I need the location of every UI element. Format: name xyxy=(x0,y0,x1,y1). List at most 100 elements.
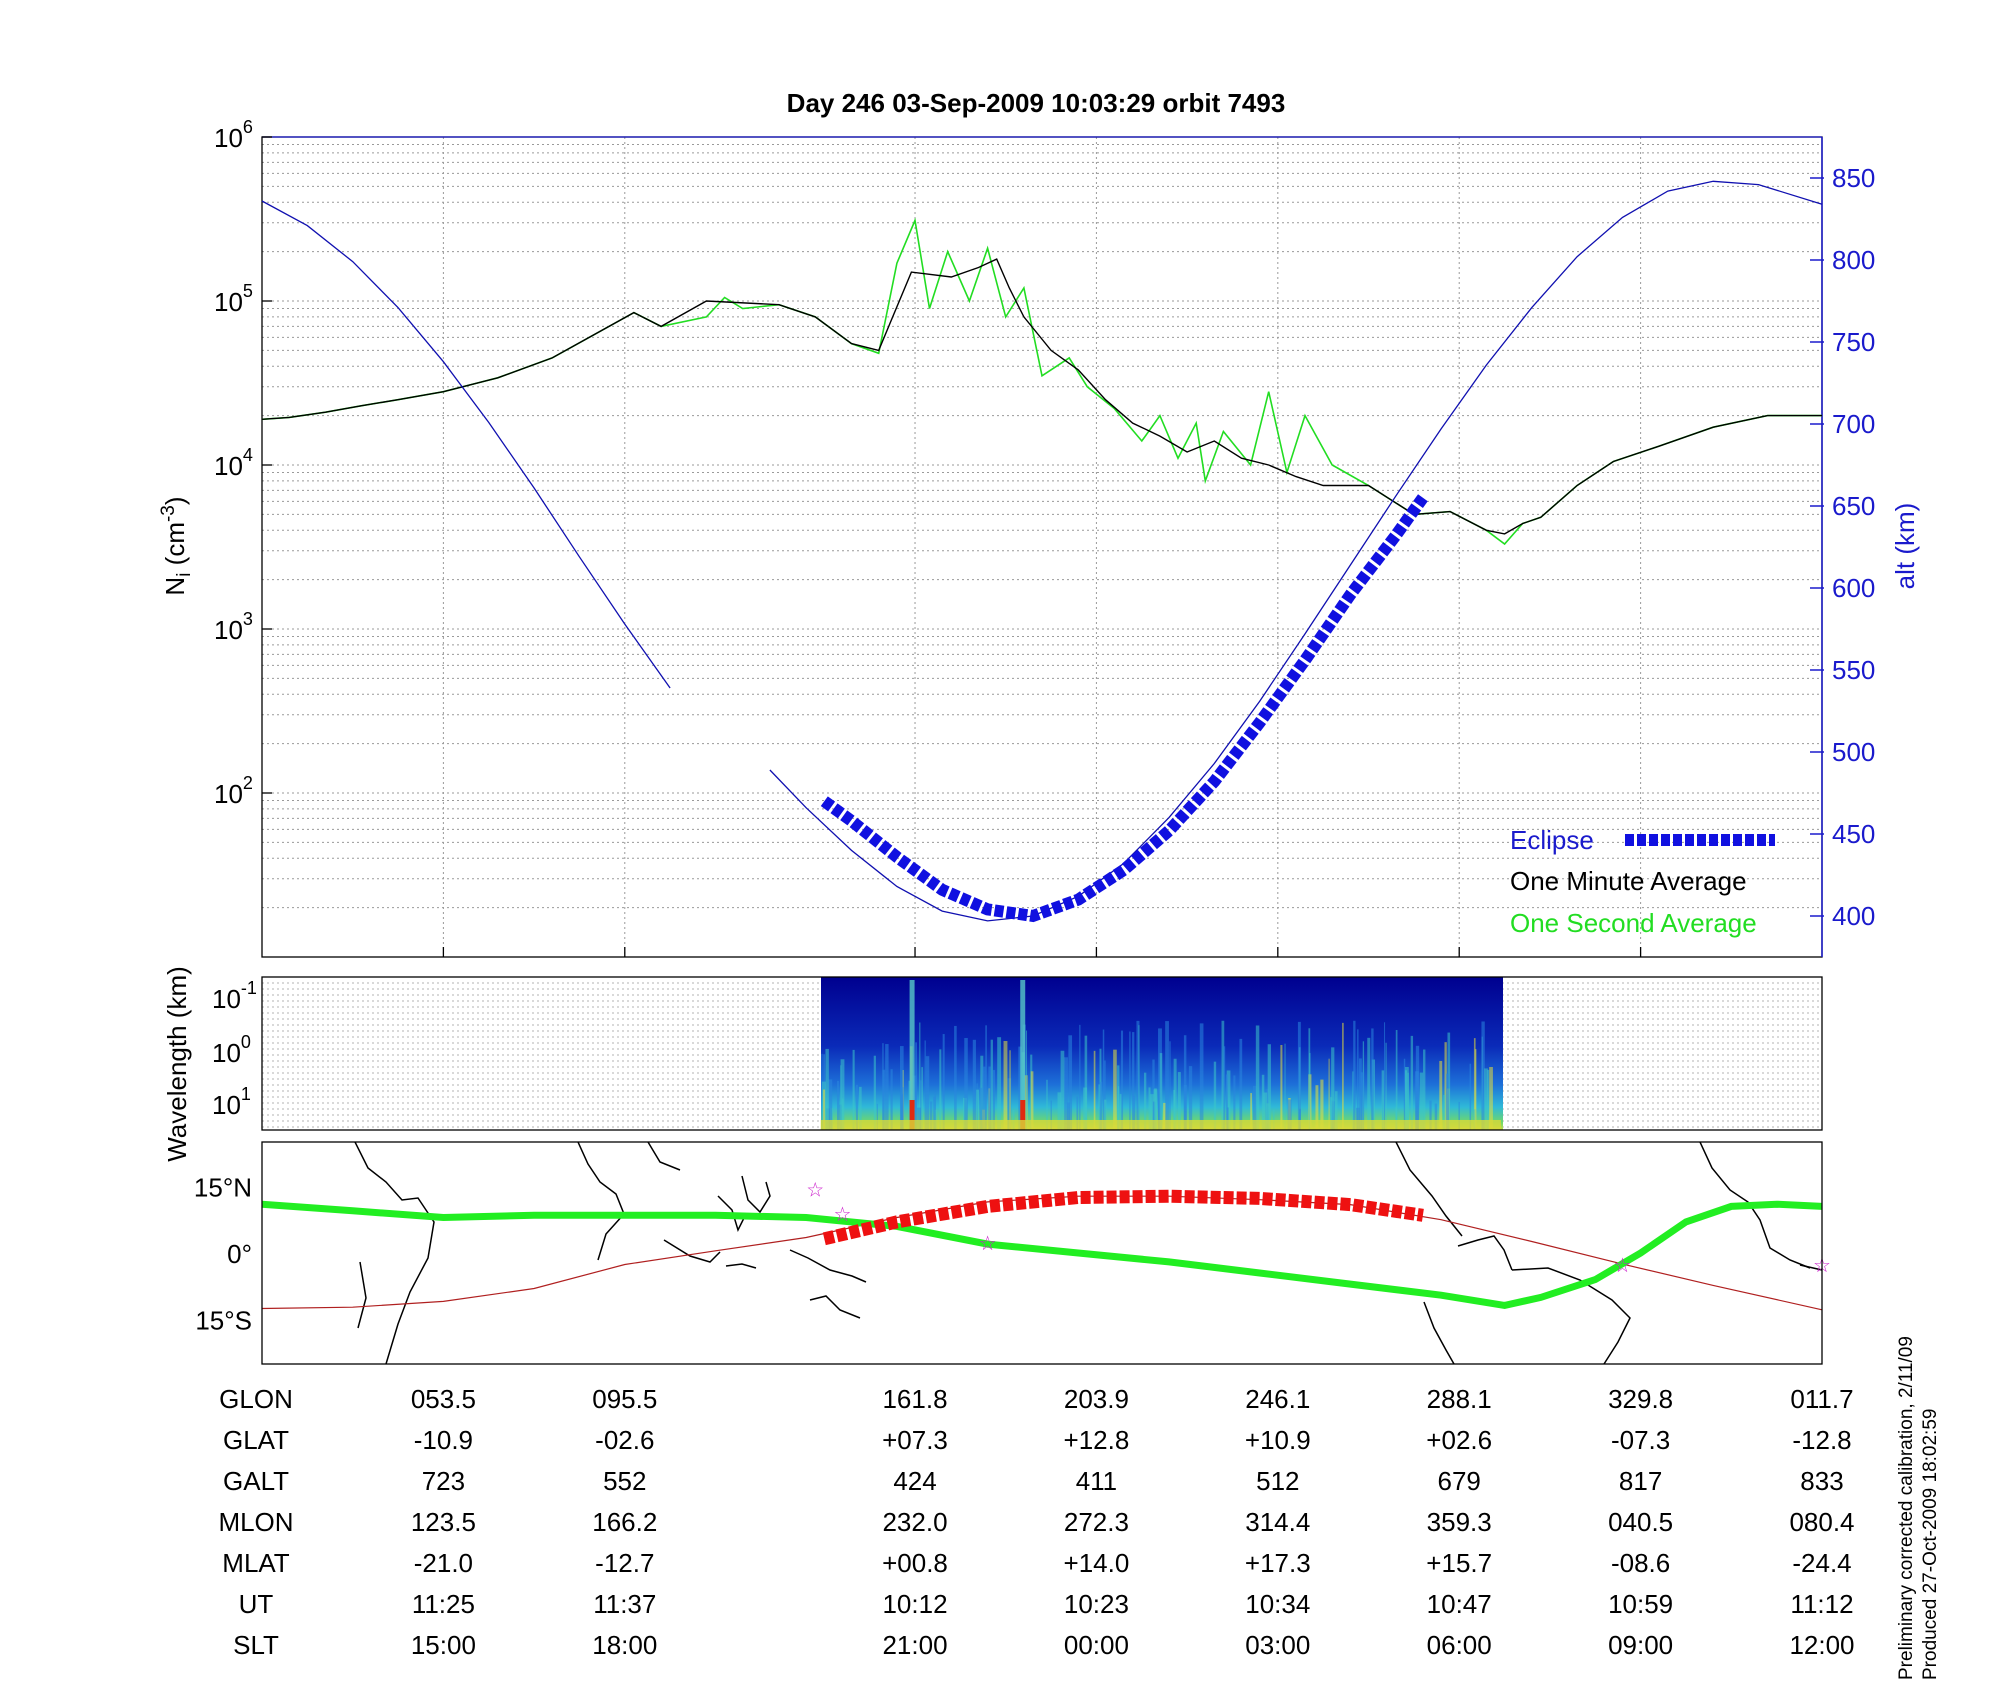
table-cell: -02.6 xyxy=(595,1425,654,1455)
spectrogram-stripe xyxy=(1083,1087,1088,1130)
spectrogram-stripe xyxy=(1308,1028,1311,1130)
spectrogram-stripe xyxy=(990,1039,993,1130)
spectrogram-stripe xyxy=(852,1049,855,1130)
spectrogram-stripe xyxy=(1199,1023,1204,1130)
legend-label-eclipse: Eclipse xyxy=(1510,825,1594,855)
spectrogram-stripe xyxy=(885,1044,889,1130)
spectrogram-stripe xyxy=(859,1086,862,1130)
coastline-segment xyxy=(809,1295,861,1319)
table-cell: 833 xyxy=(1800,1466,1843,1496)
spectrogram-stripe xyxy=(1353,1020,1356,1130)
table-cell: +15.7 xyxy=(1426,1548,1492,1578)
y-tick-exponent: 5 xyxy=(243,281,253,301)
table-cell: 053.5 xyxy=(411,1384,476,1414)
table-cell: 095.5 xyxy=(592,1384,657,1414)
spectrogram-stripe xyxy=(1084,1035,1088,1130)
table-cell: 00:00 xyxy=(1064,1630,1129,1660)
coastline-segment xyxy=(741,1175,771,1214)
spectrogram-stripe xyxy=(1138,1025,1140,1130)
spectrogram-stripe xyxy=(1250,1093,1252,1130)
coastline-segment xyxy=(357,1261,367,1329)
y-tick-label-right: 450 xyxy=(1832,819,1875,849)
y-axis-label-right: alt (km) xyxy=(1890,503,1920,590)
spectrogram-burst-core xyxy=(1020,1100,1026,1130)
table-cell: 817 xyxy=(1619,1466,1662,1496)
eclipse-line xyxy=(820,494,1428,923)
spectrogram-stripe xyxy=(972,1039,976,1130)
table-cell: 329.8 xyxy=(1608,1384,1673,1414)
spectrogram-burst xyxy=(909,980,915,1130)
spectrogram-stripe xyxy=(1183,1084,1187,1130)
table-cell: +00.8 xyxy=(882,1548,948,1578)
table-cell: 21:00 xyxy=(882,1630,947,1660)
table-cell: 10:59 xyxy=(1608,1589,1673,1619)
station-star-icon: ☆ xyxy=(806,1180,824,1202)
one-second-average-line xyxy=(261,217,1822,546)
table-cell: 15:00 xyxy=(411,1630,476,1660)
spectrogram-stripe xyxy=(1315,1085,1319,1130)
table-cell: 11:37 xyxy=(593,1589,656,1619)
coastline-segment xyxy=(725,1263,757,1269)
spectrogram-stripe xyxy=(939,1049,942,1130)
y-tick-label-right: 700 xyxy=(1832,409,1875,439)
spectrogram-frame xyxy=(261,976,1823,1131)
spectrogram-stripe xyxy=(1132,1032,1135,1130)
latitude-tick-label: 15°N xyxy=(194,1172,252,1202)
y-tick-label-right: 800 xyxy=(1832,245,1875,275)
ground-track-frame xyxy=(261,1141,1823,1365)
table-row-label: SLT xyxy=(233,1630,279,1660)
footnote-line-1: Preliminary corrected calibration, 2/11/… xyxy=(1896,1336,1917,1680)
spectrogram-stripe xyxy=(985,1025,987,1130)
table-cell: -24.4 xyxy=(1792,1548,1851,1578)
spectrogram-stripe xyxy=(1025,1030,1028,1130)
spectrogram-stripe xyxy=(1009,1050,1011,1130)
spectrogram-stripe xyxy=(982,1066,986,1130)
table-cell: 12:00 xyxy=(1789,1630,1854,1660)
coastline-segment xyxy=(1799,1264,1823,1271)
spectrogram-stripe xyxy=(1489,1066,1493,1130)
table-row-label: MLAT xyxy=(222,1548,290,1578)
spectrogram-stripe xyxy=(1063,1057,1068,1130)
density-panel: 1061051041031028508007507006506005505004… xyxy=(158,117,1920,958)
spectrogram-y-tick-label: 100 xyxy=(212,1032,251,1068)
table-cell: 123.5 xyxy=(411,1507,476,1537)
y-tick-label-right: 750 xyxy=(1832,327,1875,357)
spectrogram-stripe xyxy=(1381,1070,1385,1130)
legend: Eclipse One Minute Average One Second Av… xyxy=(1510,825,1775,938)
spectrogram-stripe xyxy=(1360,1072,1365,1130)
station-star-icon: ☆ xyxy=(979,1233,997,1255)
spectrogram-stripe xyxy=(997,1037,1002,1130)
y-tick-label-left: 106 xyxy=(214,117,253,153)
spectrogram-stripe xyxy=(1154,1088,1157,1130)
spectrogram-stripe xyxy=(1273,1109,1275,1130)
spectrogram-stripe xyxy=(1404,1066,1409,1130)
spectrogram-stripe xyxy=(1136,1020,1140,1130)
table-cell: 18:00 xyxy=(592,1630,657,1660)
spectrogram-stripe xyxy=(1119,1094,1122,1130)
table-cell: -21.0 xyxy=(414,1548,473,1578)
footnote: Preliminary corrected calibration, 2/11/… xyxy=(1896,1336,1941,1680)
spectrogram-stripe xyxy=(1267,1044,1271,1130)
spectrogram-stripe xyxy=(1120,1030,1124,1130)
table-row-label: UT xyxy=(239,1589,274,1619)
spectrogram-stripe xyxy=(855,1084,858,1130)
y-tick-base: 10 xyxy=(212,1038,241,1068)
spectrogram-stripe xyxy=(1358,1058,1362,1130)
spectrogram-stripe xyxy=(876,1103,878,1130)
spectrogram-stripe xyxy=(1046,1079,1048,1130)
spectrogram-stripe xyxy=(1458,1101,1460,1130)
spectrogram-stripe xyxy=(1280,1044,1283,1130)
spectrogram-stripe xyxy=(873,1055,876,1130)
table-cell: 09:00 xyxy=(1608,1630,1673,1660)
table-cell: 723 xyxy=(422,1466,465,1496)
spectrogram-stripe xyxy=(1223,1046,1226,1130)
y-tick-base: 10 xyxy=(214,287,243,317)
spectrogram-stripe xyxy=(890,1069,893,1130)
spectrogram-stripe xyxy=(1225,1074,1228,1130)
spectrogram-stripe xyxy=(1018,1046,1022,1130)
table-cell: 10:47 xyxy=(1427,1589,1492,1619)
spectrogram-stripe xyxy=(1357,1029,1359,1130)
spectrogram-stripe xyxy=(976,1089,980,1130)
spectrogram-stripe xyxy=(1367,1037,1371,1130)
